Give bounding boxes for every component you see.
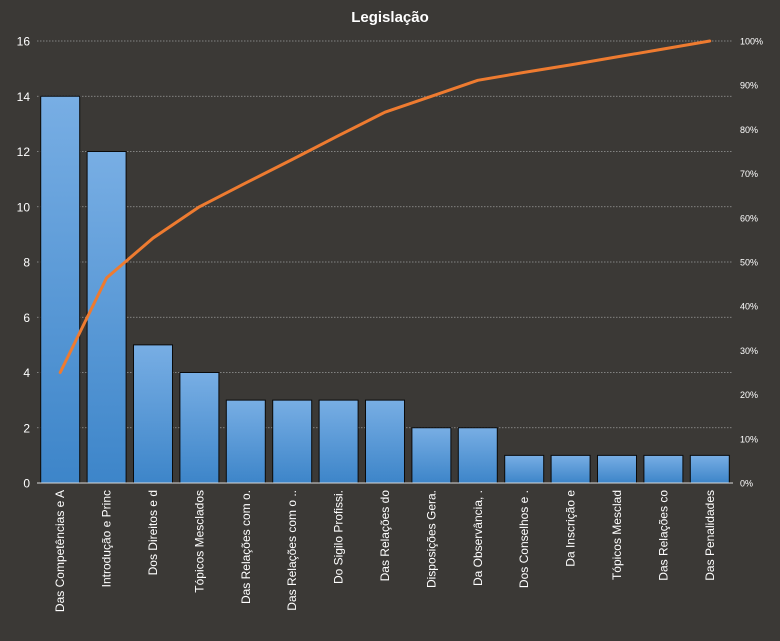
y-tick-label: 16 <box>17 35 31 49</box>
x-tick-label: Da Observância, . <box>471 490 485 586</box>
y-tick-label: 10 <box>17 200 31 214</box>
bar <box>40 95 81 484</box>
bar <box>179 372 220 484</box>
bar <box>457 427 498 484</box>
x-tick-label: Das Penalidades <box>703 490 717 581</box>
bar <box>225 399 266 484</box>
x-tick-label: Das Competências e A <box>53 490 67 612</box>
bar-series <box>40 95 730 484</box>
bar <box>86 151 127 484</box>
x-tick-label: Tópicos Mesclados <box>192 490 206 593</box>
y2-tick-label: 20% <box>740 390 758 400</box>
y-tick-label: 14 <box>17 90 31 104</box>
y2-tick-label: 80% <box>740 125 758 135</box>
bar <box>318 399 359 484</box>
y2-tick-label: 100% <box>740 37 763 47</box>
y-tick-label: 6 <box>23 311 30 325</box>
y-tick-label: 8 <box>23 256 30 270</box>
y2-tick-label: 70% <box>740 169 758 179</box>
x-tick-label: Da Inscrição e <box>564 490 578 567</box>
y2-tick-label: 30% <box>740 346 758 356</box>
x-tick-label: Tópicos Mesclad <box>610 490 624 580</box>
x-tick-label: Dos Conselhos e . <box>517 490 531 588</box>
chart-title: Legislação <box>351 9 429 26</box>
x-tick-label: Disposições Gera. <box>424 490 438 588</box>
y-tick-label: 0 <box>23 477 30 491</box>
y-tick-label: 12 <box>17 145 31 159</box>
bar <box>643 454 684 484</box>
x-tick-label: Das Relações do <box>378 490 392 582</box>
x-tick-label: Das Relações com o .. <box>285 490 299 611</box>
x-tick-label: Do Sigilo Profissi. <box>332 490 346 584</box>
bar <box>133 344 173 484</box>
x-tick-label: Das Relações com o. <box>239 490 253 604</box>
bar <box>272 399 313 484</box>
y2-tick-label: 0% <box>740 479 753 489</box>
y-axis-right: 0% 10% 20% 30% 40% 50% 60% 70% 80% 90% 100% <box>740 37 763 489</box>
x-tick-label: Introdução e Princ <box>100 490 114 587</box>
x-tick-label: Das Relações co <box>656 490 670 581</box>
y-tick-label: 4 <box>23 366 30 380</box>
y2-tick-label: 90% <box>740 81 758 91</box>
y-tick-label: 2 <box>23 421 30 435</box>
bar <box>411 427 452 484</box>
y-axis-left: 0 2 4 6 8 10 12 14 16 <box>17 35 31 491</box>
bar <box>550 454 591 484</box>
x-axis-labels: Das Competências e A Introdução e Princ Do… <box>53 490 717 612</box>
y2-tick-label: 10% <box>740 434 758 444</box>
bar <box>689 454 730 484</box>
bar <box>365 399 405 484</box>
y2-tick-label: 40% <box>740 302 758 312</box>
cumulative-line <box>58 39 712 374</box>
cumulative-line-series <box>58 39 712 374</box>
y2-tick-label: 60% <box>740 213 758 223</box>
bar <box>597 454 637 484</box>
y2-tick-label: 50% <box>740 258 758 268</box>
gridlines <box>37 40 733 429</box>
x-tick-label: Dos Direitos e d <box>146 490 160 575</box>
bar <box>504 454 545 484</box>
